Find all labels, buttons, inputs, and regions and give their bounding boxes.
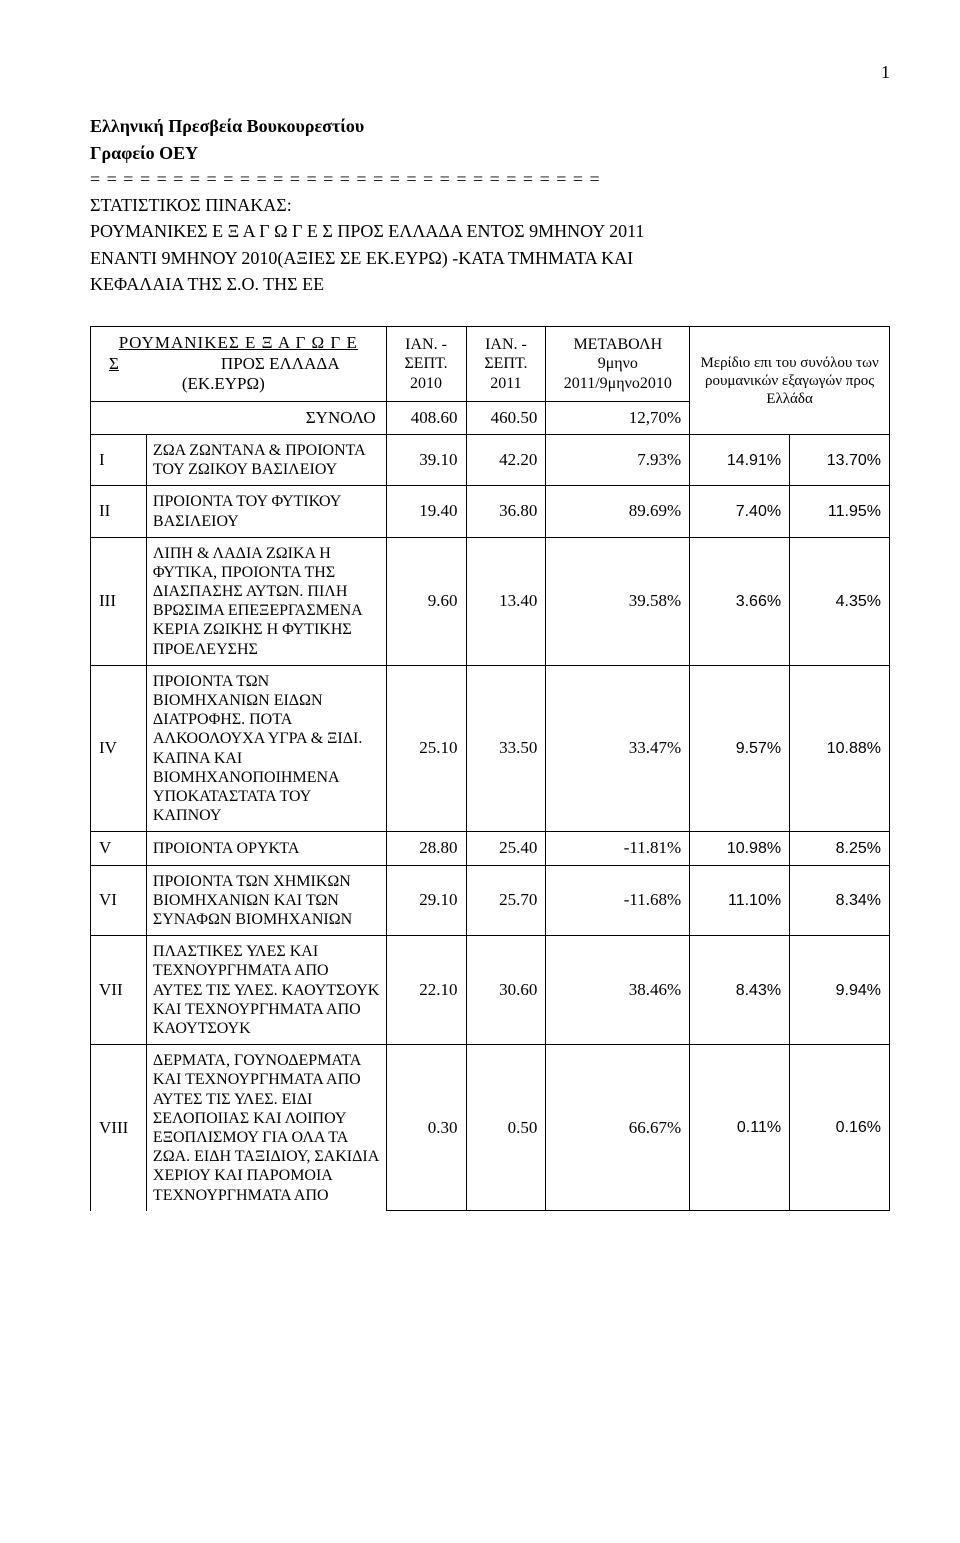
- row-share2: 8.25%: [790, 832, 890, 865]
- row-change: 89.69%: [546, 486, 690, 537]
- header-sub-2: ΕΝΑΝΤΙ 9ΜΗΝΟΥ 2010(ΑΞΙΕΣ ΣΕ ΕΚ.ΕΥΡΩ) -ΚΑ…: [90, 246, 890, 270]
- header-sub-1: ΡΟΥΜΑΝΙΚΕΣ Ε Ξ Α Γ Ω Γ Ε Σ ΠΡΟΣ ΕΛΛΑΔΑ Ε…: [90, 219, 890, 243]
- row-desc: ΠΡΟΙΟΝΤΑ ΤΟΥ ΦΥΤΙΚΟΥ ΒΑΣΙΛΕΙΟΥ: [146, 486, 386, 537]
- row-share1: 11.10%: [690, 865, 790, 936]
- table-row: VII ΠΛΑΣΤΙΚΕΣ ΥΛΕΣ ΚΑΙ ΤΕΧΝΟΥΡΓΗΜΑΤΑ ΑΠΟ…: [91, 936, 890, 1045]
- row-roman: VIII: [91, 1045, 147, 1211]
- synolo-2011: 460.50: [466, 401, 546, 434]
- table-row: I ΖΩΑ ΖΩΝΤΑΝΑ & ΠΡΟΙΟΝΤΑ ΤΟΥ ΖΩΙΚΟΥ ΒΑΣΙ…: [91, 434, 890, 485]
- row-roman: V: [91, 832, 147, 865]
- table-row: V ΠΡΟΙΟΝΤΑ ΟΡΥΚΤΑ 28.80 25.40 -11.81% 10…: [91, 832, 890, 865]
- row-v2010: 22.10: [386, 936, 466, 1045]
- row-v2011: 13.40: [466, 537, 546, 665]
- table-header-row: ΡΟΥΜΑΝΙΚΕΣ Ε Ξ Α Γ Ω Γ Ε Σ ΠΡΟΣ ΕΛΛΑΔΑ (…: [91, 327, 890, 401]
- row-change: -11.81%: [546, 832, 690, 865]
- row-change: 33.47%: [546, 665, 690, 832]
- row-change: 39.58%: [546, 537, 690, 665]
- row-v2011: 25.70: [466, 865, 546, 936]
- col-header-main-unit: (ΕΚ.ΕΥΡΩ): [97, 374, 380, 394]
- synolo-2010: 408.60: [386, 401, 466, 434]
- row-v2010: 25.10: [386, 665, 466, 832]
- row-share2: 10.88%: [790, 665, 890, 832]
- row-roman: VII: [91, 936, 147, 1045]
- row-v2011: 25.40: [466, 832, 546, 865]
- row-v2010: 39.10: [386, 434, 466, 485]
- col-header-main-line1: ΡΟΥΜΑΝΙΚΕΣ Ε Ξ Α Γ Ω Γ Ε: [97, 333, 380, 353]
- row-desc: ΠΛΑΣΤΙΚΕΣ ΥΛΕΣ ΚΑΙ ΤΕΧΝΟΥΡΓΗΜΑΤΑ ΑΠΟ ΑΥΤ…: [146, 936, 386, 1045]
- row-v2011: 33.50: [466, 665, 546, 832]
- row-share1: 10.98%: [690, 832, 790, 865]
- table-row: VI ΠΡΟΙΟΝΤΑ ΤΩΝ ΧΗΜΙΚΩΝ ΒΙΟΜΗΧΑΝΙΩΝ ΚΑΙ …: [91, 865, 890, 936]
- row-desc: ΖΩΑ ΖΩΝΤΑΝΑ & ΠΡΟΙΟΝΤΑ ΤΟΥ ΖΩΙΚΟΥ ΒΑΣΙΛΕ…: [146, 434, 386, 485]
- row-share2: 11.95%: [790, 486, 890, 537]
- row-roman: IV: [91, 665, 147, 832]
- row-share2: 9.94%: [790, 936, 890, 1045]
- row-desc: ΠΡΟΙΟΝΤΑ ΤΩΝ ΧΗΜΙΚΩΝ ΒΙΟΜΗΧΑΝΙΩΝ ΚΑΙ ΤΩΝ…: [146, 865, 386, 936]
- table-row: III ΛΙΠΗ & ΛΑΔΙΑ ΖΩΙΚΑ Η ΦΥΤΙΚΑ, ΠΡΟΙΟΝΤ…: [91, 537, 890, 665]
- row-share1: 7.40%: [690, 486, 790, 537]
- row-desc: ΠΡΟΙΟΝΤΑ ΤΩΝ ΒΙΟΜΗΧΑΝΙΩΝ ΕΙΔΩΝ ΔΙΑΤΡΟΦΗΣ…: [146, 665, 386, 832]
- row-share1: 9.57%: [690, 665, 790, 832]
- row-desc: ΛΙΠΗ & ΛΑΔΙΑ ΖΩΙΚΑ Η ΦΥΤΙΚΑ, ΠΡΟΙΟΝΤΑ ΤΗ…: [146, 537, 386, 665]
- row-v2010: 28.80: [386, 832, 466, 865]
- synolo-change: 12,70%: [546, 401, 690, 434]
- row-v2011: 0.50: [466, 1045, 546, 1211]
- row-v2010: 29.10: [386, 865, 466, 936]
- row-desc: ΠΡΟΙΟΝΤΑ ΟΡΥΚΤΑ: [146, 832, 386, 865]
- row-v2010: 9.60: [386, 537, 466, 665]
- row-roman: I: [91, 434, 147, 485]
- header-line-2: Γραφείο ΟΕΥ: [90, 141, 890, 165]
- row-share1: 8.43%: [690, 936, 790, 1045]
- page-number: 1: [90, 60, 890, 84]
- header-line-1: Ελληνική Πρεσβεία Βουκουρεστίου: [90, 114, 890, 138]
- col-header-share: Μερίδιο επι του συνόλου των ρουμανικών ε…: [690, 327, 890, 435]
- row-share2: 0.16%: [790, 1045, 890, 1211]
- table-row: IV ΠΡΟΙΟΝΤΑ ΤΩΝ ΒΙΟΜΗΧΑΝΙΩΝ ΕΙΔΩΝ ΔΙΑΤΡΟ…: [91, 665, 890, 832]
- table-row: II ΠΡΟΙΟΝΤΑ ΤΟΥ ΦΥΤΙΚΟΥ ΒΑΣΙΛΕΙΟΥ 19.40 …: [91, 486, 890, 537]
- header-sub-3: ΚΕΦΑΛΑΙΑ ΤΗΣ Σ.Ο. ΤΗΣ ΕΕ: [90, 272, 890, 296]
- row-roman: VI: [91, 865, 147, 936]
- col-header-2010: ΙΑΝ. - ΣΕΠΤ. 2010: [386, 327, 466, 401]
- header-divider: = = = = = = = = = = = = = = = = = = = = …: [90, 167, 890, 191]
- col-header-main-sigma: Σ: [97, 354, 119, 374]
- row-v2011: 30.60: [466, 936, 546, 1045]
- row-v2010: 19.40: [386, 486, 466, 537]
- row-share2: 4.35%: [790, 537, 890, 665]
- table-row: VIII ΔΕΡΜΑΤΑ, ΓΟΥΝΟΔΕΡΜΑΤΑ ΚΑΙ ΤΕΧΝΟΥΡΓΗ…: [91, 1045, 890, 1211]
- row-roman: II: [91, 486, 147, 537]
- row-v2010: 0.30: [386, 1045, 466, 1211]
- synolo-label: ΣΥΝΟΛΟ: [91, 401, 387, 434]
- row-change: -11.68%: [546, 865, 690, 936]
- row-v2011: 36.80: [466, 486, 546, 537]
- document-header: Ελληνική Πρεσβεία Βουκουρεστίου Γραφείο …: [90, 114, 890, 296]
- col-header-2011: ΙΑΝ. - ΣΕΠΤ. 2011: [466, 327, 546, 401]
- row-v2011: 42.20: [466, 434, 546, 485]
- row-roman: III: [91, 537, 147, 665]
- row-change: 38.46%: [546, 936, 690, 1045]
- row-share1: 0.11%: [690, 1045, 790, 1211]
- row-desc: ΔΕΡΜΑΤΑ, ΓΟΥΝΟΔΕΡΜΑΤΑ ΚΑΙ ΤΕΧΝΟΥΡΓΗΜΑΤΑ …: [146, 1045, 386, 1211]
- row-change: 66.67%: [546, 1045, 690, 1211]
- header-stat-label: ΣΤΑΤΙΣΤΙΚΟΣ ΠΙΝΑΚΑΣ:: [90, 193, 890, 217]
- col-header-change: ΜΕΤΑΒΟΛΗ 9μηνο 2011/9μηνο2010: [546, 327, 690, 401]
- row-share1: 3.66%: [690, 537, 790, 665]
- exports-table: ΡΟΥΜΑΝΙΚΕΣ Ε Ξ Α Γ Ω Γ Ε Σ ΠΡΟΣ ΕΛΛΑΔΑ (…: [90, 326, 890, 1211]
- row-share1: 14.91%: [690, 434, 790, 485]
- row-share2: 8.34%: [790, 865, 890, 936]
- row-change: 7.93%: [546, 434, 690, 485]
- col-header-main: ΡΟΥΜΑΝΙΚΕΣ Ε Ξ Α Γ Ω Γ Ε Σ ΠΡΟΣ ΕΛΛΑΔΑ (…: [91, 327, 387, 401]
- row-share2: 13.70%: [790, 434, 890, 485]
- col-header-main-pros: ΠΡΟΣ ΕΛΛΑΔΑ: [221, 354, 380, 374]
